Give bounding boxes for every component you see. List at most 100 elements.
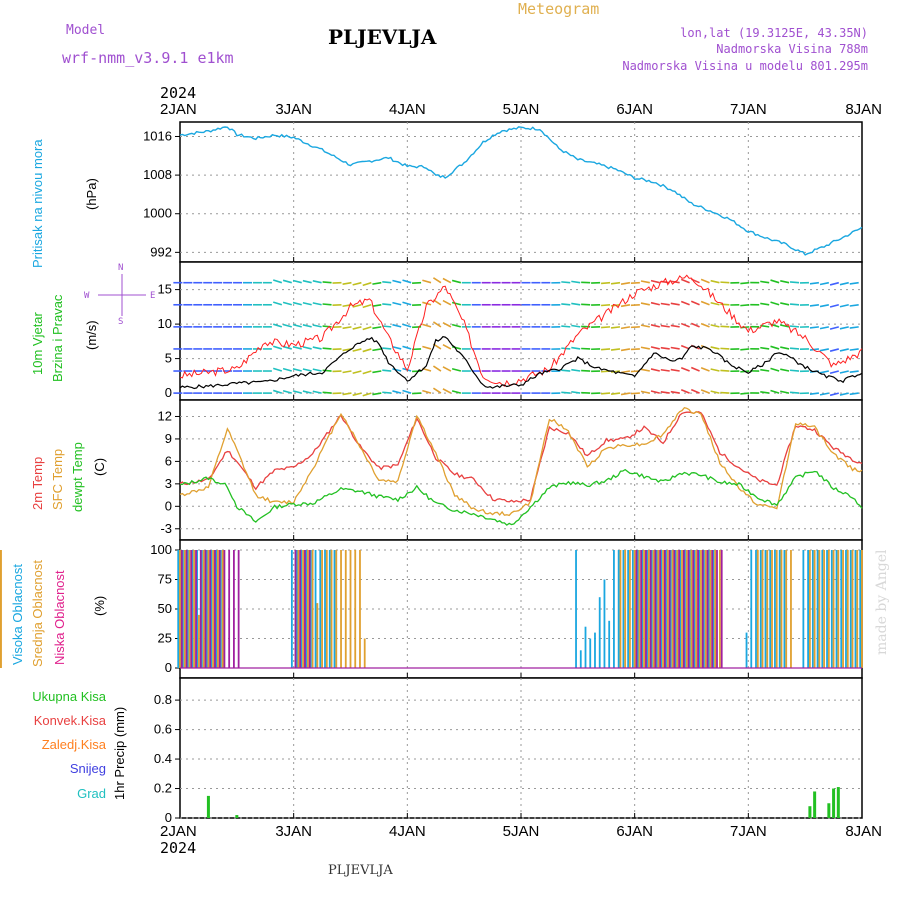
- wind-arrow: [561, 303, 571, 306]
- temp-frame: [179, 399, 863, 541]
- precip-bar: [827, 803, 831, 818]
- wind-arrow: [312, 390, 322, 394]
- wind-arrow: [630, 326, 640, 329]
- cloud-bar-mid: [652, 550, 655, 668]
- cloud-bar-high: [319, 550, 322, 668]
- legend-snow: Snijeg: [70, 761, 106, 776]
- wind-arrow: [372, 281, 382, 285]
- cloud-bar-high: [177, 550, 180, 668]
- wind-arrow: [322, 391, 332, 394]
- cloud-bar-high: [821, 550, 824, 668]
- cloud-bar-mid: [756, 550, 759, 668]
- wind-arrow: [302, 346, 312, 350]
- cloud-bar-low: [185, 550, 188, 668]
- wind-arrow: [780, 346, 790, 350]
- cloud-bar-mid: [851, 550, 854, 668]
- wind-arrow: [680, 322, 690, 328]
- cloud-bar-low: [697, 550, 699, 668]
- wind-arrow: [710, 390, 720, 394]
- wind-arrow: [442, 388, 452, 394]
- cloud-bar-high: [669, 550, 672, 668]
- cloud-bar-high: [826, 550, 828, 668]
- wind-arrow: [382, 391, 392, 394]
- cloud-ytick-label: 0: [165, 660, 172, 675]
- time-axis-labels: 2JAN 2JAN 3JAN 3JAN 4JAN 4JAN 5JAN 5JAN 6JAN 6JAN…: [160, 101, 882, 840]
- precip-bar: [832, 788, 836, 818]
- cloud-bar-mid: [311, 550, 314, 668]
- wind-arrow: [620, 348, 631, 352]
- cloud-bar-high: [205, 550, 208, 668]
- wind-axis-unit: (m/s): [84, 320, 99, 350]
- wind-arrow: [700, 366, 710, 372]
- cloud-bar-mid: [690, 550, 693, 668]
- wind-arrow: [352, 304, 362, 308]
- wind-axis-title: 10m Vjetar: [30, 311, 45, 375]
- cloud-bar-high: [859, 550, 862, 668]
- wind-arrow: [322, 369, 332, 372]
- cloud-bar-high: [774, 550, 776, 668]
- cloud-bar-high: [290, 550, 293, 668]
- precip-bar: [836, 787, 840, 818]
- cloud-ytick-label: 75: [158, 572, 172, 587]
- cloud-bar-high: [584, 626, 587, 668]
- time-tick-label-bottom: 5JAN: [503, 823, 540, 840]
- temp-ytick-label: 12: [158, 408, 172, 423]
- cloud-bar-low: [237, 550, 240, 668]
- wind-arrow: [760, 280, 770, 284]
- wind-arrow: [432, 387, 442, 394]
- cloud-bar-high: [693, 550, 696, 668]
- time-tick-label-bottom: 8JAN: [845, 823, 882, 840]
- wind-arrow: [571, 324, 581, 328]
- cloud-bar-mid: [666, 550, 669, 668]
- wind-arrow: [442, 366, 452, 372]
- temp-axis-title-2m: 2m Temp: [30, 457, 45, 510]
- wind-arrow: [819, 326, 830, 330]
- legend-hail: Grad: [77, 786, 106, 801]
- cloud-panel: 100 75 50 25 0: [0, 539, 863, 679]
- cloud-bar-low: [209, 550, 212, 668]
- wind-arrow: [690, 388, 700, 394]
- wind-arrow: [849, 281, 859, 285]
- wind-arrow: [660, 346, 670, 350]
- wind-arrow: [601, 303, 611, 307]
- cloud-bar-mid: [359, 550, 361, 668]
- temp-ytick-label: 9: [165, 431, 172, 446]
- wind-arrow: [272, 389, 283, 394]
- wind-arrow: [601, 348, 611, 351]
- wind-arrow: [640, 280, 650, 284]
- cloud-bar-mid: [790, 550, 792, 668]
- cloud-bar-low: [294, 550, 297, 668]
- cloud-bar-high: [191, 550, 194, 668]
- wind-arrow: [829, 304, 839, 308]
- wind-arrow: [352, 370, 362, 374]
- wind-arrow: [272, 301, 283, 306]
- cloud-bar-high: [688, 550, 691, 668]
- cloud-bar-mid: [761, 550, 764, 668]
- wind-arrow: [849, 392, 859, 396]
- wind-gust-line: [179, 274, 863, 387]
- wind-arrow: [809, 281, 820, 285]
- cloud-bar-mid: [856, 550, 859, 668]
- wind-arrow: [650, 346, 660, 350]
- wind-arrow: [352, 348, 362, 352]
- cloud-bar-mid: [340, 550, 342, 668]
- time-tick-label-bottom: 2JAN: [160, 823, 197, 840]
- wind-arrow: [770, 367, 780, 372]
- wind-panel: 15 10 5 0: [158, 261, 863, 401]
- cloud-bar-mid: [629, 550, 631, 668]
- wind-arrow: [720, 303, 730, 306]
- time-tick-label-bottom: 3JAN: [275, 823, 312, 840]
- cloud-bar-low: [663, 550, 666, 668]
- wind-arrow: [292, 279, 302, 284]
- wind-arrow: [710, 346, 720, 350]
- wind-arrow: [630, 392, 640, 395]
- cloud-axis-title-mid: Srednja Oblacnost: [30, 560, 45, 667]
- cloud-bar-high: [679, 550, 682, 668]
- wind-arrow: [322, 347, 332, 350]
- cloud-bar-low: [214, 550, 216, 668]
- cloud-bar-high: [783, 550, 786, 668]
- wind-arrow: [432, 365, 442, 372]
- cloud-bar-mid: [676, 550, 679, 668]
- cloud-bar-high: [816, 550, 819, 668]
- wind-arrow: [451, 279, 462, 284]
